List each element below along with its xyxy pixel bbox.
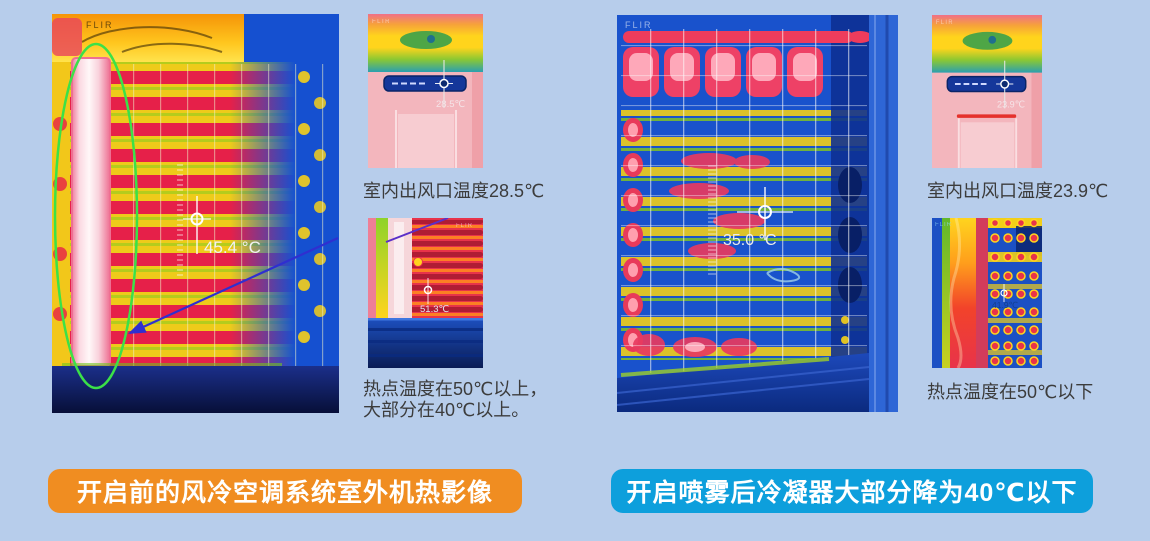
hot-line-detail [956,114,1017,118]
spot-temperature-label: 45.4 °C [204,238,261,257]
flir-logo: FLIR [86,20,114,30]
flir-logo: FLIR [936,20,954,26]
thermal-image-hotspot-before: 51.3℃ FLIR [368,218,483,368]
before-banner-label: 开启前的风冷空调系统室外机热影像 [76,479,493,507]
thermal-image-outlet-before: 28.5℃ FLIR [368,14,483,168]
spot-marker-icon [737,187,793,240]
ground-region [617,353,869,412]
spot-marker-icon [435,60,453,108]
flir-logo: FLIR [456,223,473,229]
after-banner-label: 开启喷雾后冷凝器大部分降为40℃以下 [626,479,1078,507]
outlet-temperature-caption: 室内出风口温度23.9℃ [927,181,1109,201]
wire-line [385,218,449,243]
thermal-hot-pipe-region [71,57,111,367]
thermal-image-before-main: 45.4 °C FLIR [52,14,339,413]
hotspot-caption-line2: 大部分在40℃以上。 [363,400,530,420]
pointer-arrow-icon [127,236,339,335]
after-banner: 开启喷雾后冷凝器大部分降为40℃以下 [611,469,1093,513]
spot-temperature-label: 51.3℃ [420,304,449,315]
hotspot-temperature-caption: 热点温度在50℃以下 [927,382,1094,402]
spot-temperature-label: 28.5℃ [436,99,465,110]
outlet-temperature-caption: 室内出风口温度28.5℃ [363,181,545,201]
flir-logo: FLIR [935,222,952,228]
thermal-image-hotspot-after: 41.9℃ FLIR [932,218,1042,368]
fan-sketch-lines [81,26,223,53]
hotspot-temperature-caption: 热点温度在50℃以上， 大部分在40℃以上。 [363,379,547,421]
spot-temperature-label: 23.9℃ [997,99,1025,109]
spot-marker-icon [1000,284,1008,302]
flir-logo: FLIR [625,20,653,30]
flir-logo: FLIR [372,19,391,25]
before-banner: 开启前的风冷空调系统室外机热影像 [48,469,522,513]
highlight-ellipse-annotation [53,42,139,390]
thermal-dot-grid [990,218,1039,366]
thermal-image-outlet-after: 23.9℃ FLIR [932,15,1042,168]
spot-marker-icon [996,60,1014,109]
thermal-image-after-main: 35.0 °C FLIR [617,15,898,412]
spot-temperature-label: 41.9℃ [992,300,1019,310]
hotspot-caption-line1: 热点温度在50℃以上， [363,379,548,399]
spot-marker-icon [183,196,211,254]
spot-temperature-label: 35.0 °C [723,232,777,249]
spot-marker-icon [423,278,433,304]
